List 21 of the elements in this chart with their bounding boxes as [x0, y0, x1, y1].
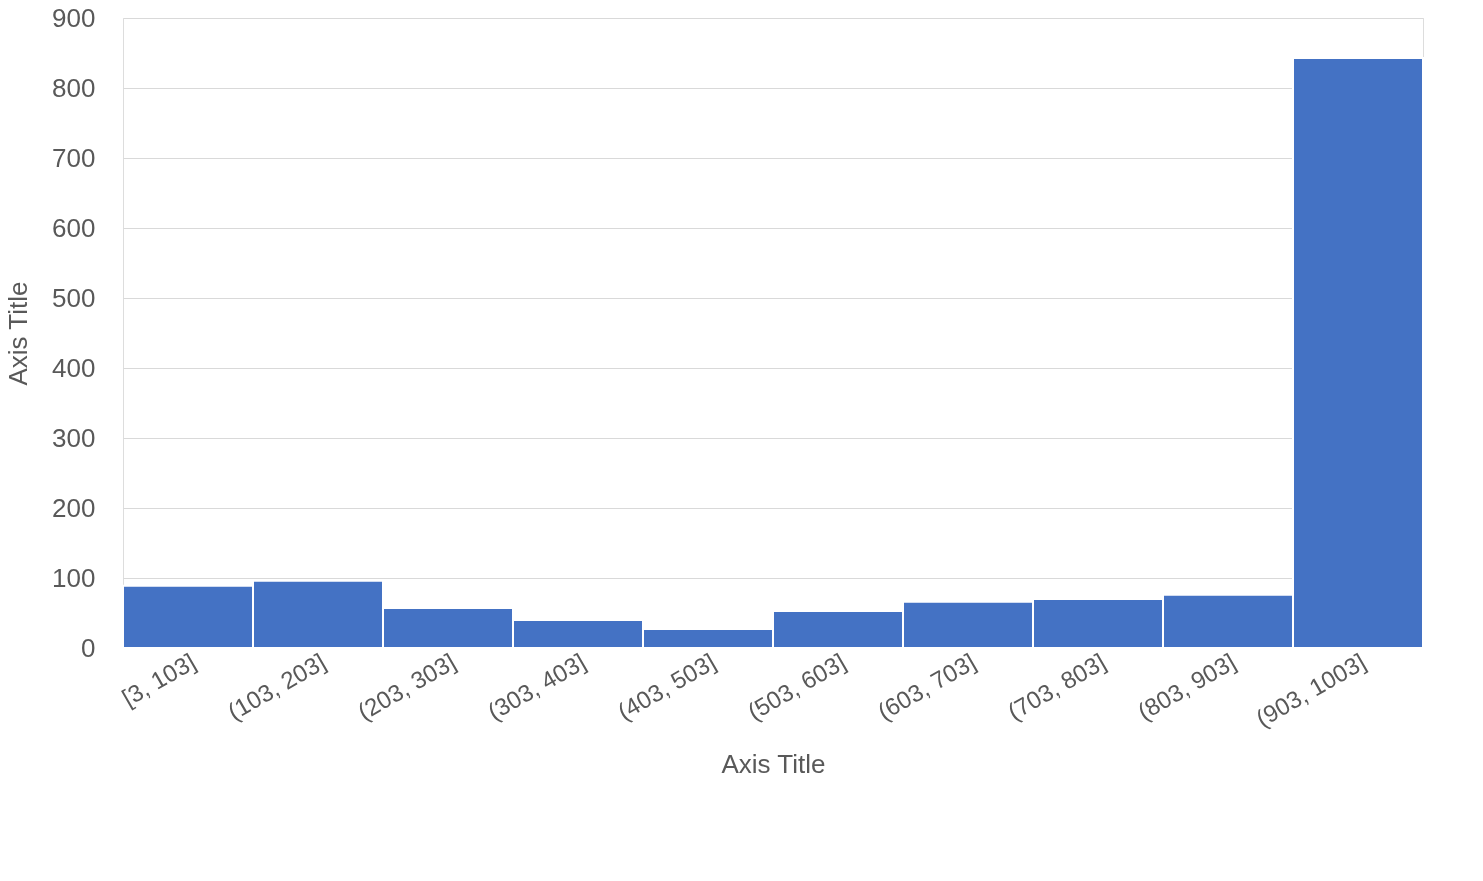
x-tick-label: (803, 903]	[1132, 647, 1240, 726]
y-tick-label: 600	[52, 212, 96, 243]
x-tick-label: (703, 803]	[1002, 647, 1110, 726]
y-tick-label: 900	[52, 2, 96, 33]
y-tick-label: 400	[52, 352, 96, 383]
y-tick-label: 800	[52, 72, 96, 103]
x-axis-title: Axis Title	[721, 749, 826, 779]
y-tick-label: 200	[52, 492, 96, 523]
x-tick-label: (603, 703]	[872, 647, 980, 726]
y-tick-label: 500	[52, 282, 96, 313]
x-tick-label: (503, 603]	[742, 647, 850, 726]
x-tick-label: (203, 303]	[352, 647, 460, 726]
y-tick-label: 700	[52, 142, 96, 173]
y-tick-label: 300	[52, 422, 96, 453]
y-axis-title: Axis Title	[3, 281, 34, 386]
y-tick-label: 100	[52, 562, 96, 593]
x-tick-label: (303, 403]	[482, 647, 590, 726]
x-tick-label: [3, 103]	[117, 647, 200, 712]
y-tick-label: 0	[81, 632, 96, 663]
x-tick-label: (103, 203]	[222, 647, 330, 726]
x-tick-label: (403, 503]	[612, 647, 720, 726]
